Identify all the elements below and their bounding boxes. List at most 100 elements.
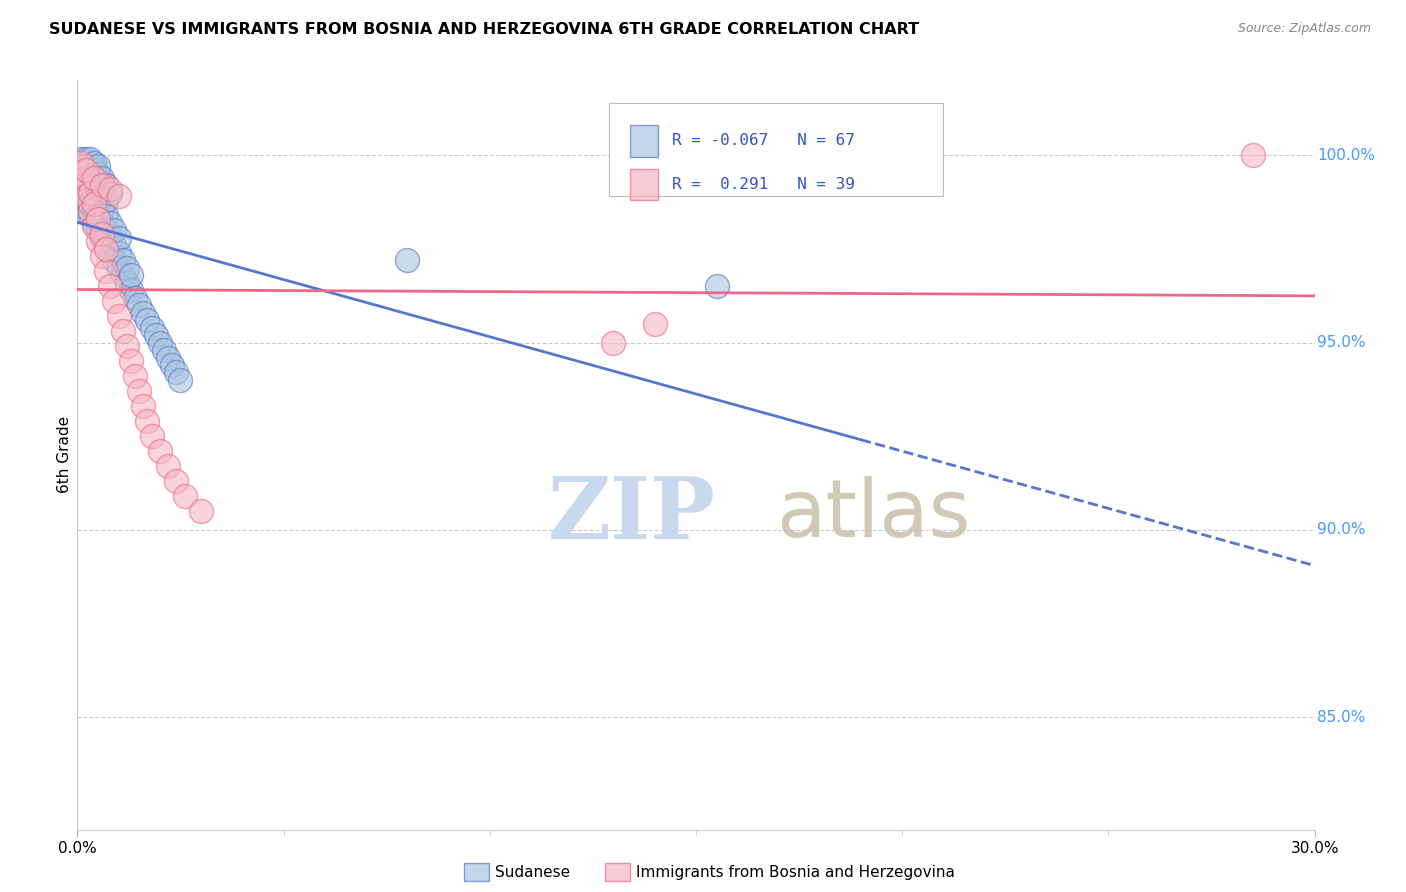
Point [75, 163, 97, 178]
Point [98, 230, 121, 244]
Point [91, 170, 114, 185]
Point [79, 186, 101, 200]
Point [165, 366, 187, 380]
Point [124, 369, 146, 384]
Text: 95.0%: 95.0% [1317, 335, 1365, 350]
Point [96, 238, 118, 252]
Point [145, 328, 167, 343]
Point [120, 283, 142, 297]
Point [157, 459, 180, 474]
Point [75, 189, 97, 203]
Point [602, 335, 624, 350]
Point [98, 245, 121, 260]
Point [75, 193, 97, 207]
Point [96, 193, 118, 207]
Point [111, 253, 134, 268]
Point [83, 201, 105, 215]
Point [83, 219, 105, 234]
Point [107, 230, 129, 244]
Point [136, 414, 159, 428]
Point [107, 245, 129, 260]
Point [107, 189, 129, 203]
Point [124, 291, 146, 305]
Y-axis label: 6th Grade: 6th Grade [56, 417, 72, 493]
Point [98, 216, 121, 230]
Point [79, 204, 101, 219]
Point [103, 223, 125, 237]
Text: R =  0.291   N = 39: R = 0.291 N = 39 [672, 177, 855, 192]
Point [98, 279, 121, 293]
Point [173, 489, 195, 503]
Text: 85.0%: 85.0% [1317, 710, 1365, 724]
Point [103, 253, 125, 268]
Point [98, 186, 121, 200]
Point [70, 155, 93, 169]
Point [87, 193, 110, 207]
Point [91, 227, 114, 241]
Point [190, 504, 212, 518]
Point [91, 230, 114, 244]
Text: atlas: atlas [776, 475, 970, 554]
Text: 90.0%: 90.0% [1317, 523, 1365, 537]
Point [132, 399, 155, 413]
Point [87, 178, 110, 193]
Point [83, 197, 105, 211]
Text: Immigrants from Bosnia and Herzegovina: Immigrants from Bosnia and Herzegovina [636, 865, 955, 880]
Text: ZIP: ZIP [547, 473, 716, 557]
Point [115, 339, 138, 353]
Point [96, 223, 118, 237]
Text: 100.0%: 100.0% [1317, 148, 1375, 162]
Point [91, 186, 114, 200]
FancyBboxPatch shape [630, 169, 658, 200]
Point [141, 429, 163, 443]
Point [153, 343, 176, 357]
Text: R = -0.067   N = 67: R = -0.067 N = 67 [672, 134, 855, 148]
Point [70, 178, 93, 193]
Point [83, 163, 105, 178]
Point [706, 279, 728, 293]
Point [115, 260, 138, 275]
Point [149, 444, 172, 458]
Point [103, 294, 125, 309]
Point [107, 260, 129, 275]
Point [79, 208, 101, 222]
Point [396, 253, 419, 268]
Point [75, 163, 97, 178]
Point [120, 268, 142, 282]
Point [75, 170, 97, 185]
Point [644, 317, 666, 331]
Point [87, 223, 110, 237]
Point [75, 160, 97, 174]
Point [120, 354, 142, 368]
Point [165, 474, 187, 488]
Point [79, 167, 101, 181]
Point [128, 384, 150, 399]
FancyBboxPatch shape [630, 125, 658, 157]
Point [83, 170, 105, 185]
Point [75, 152, 97, 166]
Point [96, 264, 118, 278]
Point [160, 358, 183, 372]
Point [136, 313, 159, 327]
Point [91, 216, 114, 230]
Point [1241, 148, 1264, 162]
Point [91, 178, 114, 193]
Point [115, 276, 138, 290]
Text: SUDANESE VS IMMIGRANTS FROM BOSNIA AND HERZEGOVINA 6TH GRADE CORRELATION CHART: SUDANESE VS IMMIGRANTS FROM BOSNIA AND H… [49, 22, 920, 37]
Point [111, 268, 134, 282]
Point [79, 197, 101, 211]
Point [70, 152, 93, 166]
Point [96, 178, 118, 193]
Point [103, 238, 125, 252]
Point [87, 160, 110, 174]
Point [91, 249, 114, 263]
Point [87, 167, 110, 181]
Text: Source: ZipAtlas.com: Source: ZipAtlas.com [1237, 22, 1371, 36]
Point [70, 160, 93, 174]
Point [169, 373, 191, 387]
Point [111, 324, 134, 338]
Point [70, 204, 93, 219]
Point [149, 335, 172, 350]
Point [79, 182, 101, 196]
Point [107, 310, 129, 324]
